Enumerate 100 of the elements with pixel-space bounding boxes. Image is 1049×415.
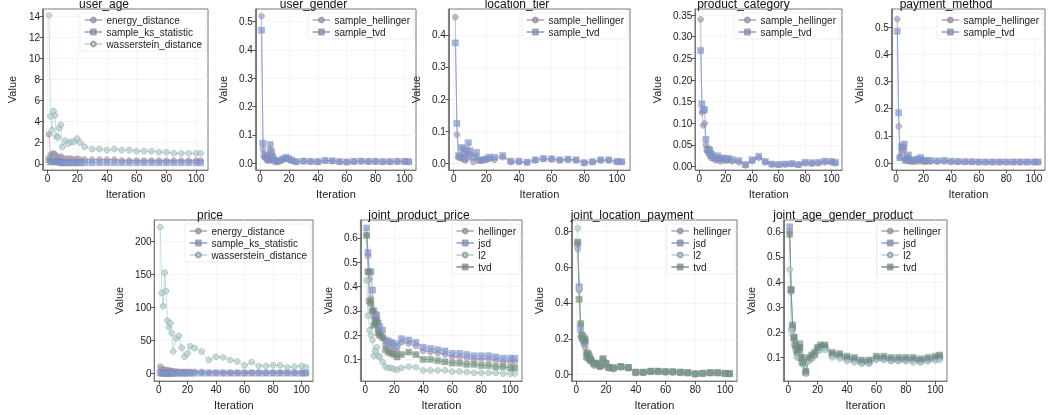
x-tick-label: 80 — [160, 172, 173, 184]
y-tick-label: 150 — [134, 269, 153, 281]
y-tick-label: 0.6 — [343, 232, 359, 244]
y-tick-label: 0.00 — [672, 161, 693, 173]
x-tick-label: 80 — [689, 383, 702, 395]
y-tick-label: 0.4 — [554, 297, 570, 309]
y-tick-label: 0.2 — [238, 101, 254, 113]
x-tick-label: 0 — [257, 172, 264, 184]
y-tick-label: 0.3 — [431, 61, 447, 73]
legend-label: tvd — [903, 261, 917, 273]
x-tick-label: 40 — [210, 383, 222, 395]
y-tick-label: 0.0 — [431, 158, 447, 170]
x-tick-label: 80 — [475, 383, 488, 395]
y-tick-label: 0.25 — [672, 52, 693, 64]
x-tick-label: 0 — [450, 172, 457, 184]
y-tick-label: 0.30 — [672, 31, 693, 43]
legend-label: jsd — [902, 237, 916, 249]
x-tick-label: 20 — [917, 172, 930, 184]
x-tick-label: 20 — [720, 172, 732, 184]
x-tick-label: 100 — [502, 383, 520, 395]
x-tick-label: 40 — [746, 172, 759, 184]
legend-label: sample_hellinger — [963, 14, 1040, 26]
y-tick-label: 0.05 — [672, 139, 693, 151]
legend-label: jsd — [692, 237, 706, 249]
x-tick-label: 80 — [578, 172, 591, 184]
y-axis-title: Value — [409, 75, 422, 104]
y-tick-label: 0.1 — [343, 353, 359, 365]
x-tick-label: 80 — [267, 383, 280, 395]
y-axis-title: Value — [532, 286, 545, 315]
x-tick-label: 40 — [841, 383, 854, 395]
y-tick-label: 0.1 — [766, 351, 782, 363]
x-tick-label: 0 — [156, 383, 163, 395]
chart-title: payment_method — [899, 0, 993, 11]
y-axis-title: Value — [321, 286, 334, 315]
x-tick-label: 20 — [388, 383, 401, 395]
x-tick-label: 0 — [362, 383, 369, 395]
y-tick-label: 12 — [28, 31, 41, 43]
x-tick-label: 60 — [131, 172, 143, 184]
y-axis-title: Value — [744, 286, 757, 315]
y-tick-label: 0.4 — [431, 29, 447, 41]
chart-title: joint_location_payment — [569, 208, 695, 222]
y-axis-title: Value — [216, 75, 229, 104]
y-tick-label: 0.5 — [343, 256, 359, 268]
x-axis-title: Iteration — [845, 398, 886, 411]
y-tick-label: 0.2 — [766, 326, 782, 338]
x-axis-title: Iteration — [948, 187, 989, 200]
y-tick-label: 0.0 — [238, 157, 254, 169]
legend-label: sample_tvd — [963, 26, 1015, 38]
y-tick-label: 50 — [140, 334, 153, 346]
y-tick-label: 0.1 — [431, 125, 447, 137]
x-tick-label: 60 — [546, 172, 558, 184]
x-tick-label: 60 — [446, 383, 459, 395]
y-axis-title: Value — [5, 75, 18, 104]
y-tick-label: 4 — [34, 116, 41, 128]
x-tick-label: 60 — [973, 172, 985, 184]
x-tick-label: 40 — [513, 172, 525, 184]
y-tick-label: 100 — [134, 301, 153, 313]
legend-label: sample_hellinger — [548, 14, 625, 26]
x-tick-label: 40 — [945, 172, 958, 184]
x-tick-label: 60 — [773, 172, 785, 184]
y-tick-label: 10 — [28, 52, 41, 64]
x-tick-label: 0 — [785, 383, 792, 395]
x-tick-label: 60 — [341, 172, 353, 184]
x-tick-label: 0 — [696, 172, 703, 184]
legend-label: tvd — [693, 261, 707, 273]
y-tick-label: 8 — [34, 74, 41, 86]
x-tick-label: 60 — [870, 383, 883, 395]
x-axis-title: Iteration — [105, 187, 146, 200]
chart-title: joint_age_gender_product — [772, 208, 914, 222]
y-tick-label: 0.4 — [238, 44, 254, 56]
x-tick-label: 100 — [396, 172, 414, 184]
y-tick-label: 0.3 — [766, 301, 782, 313]
legend-label: l2 — [903, 249, 912, 261]
y-tick-label: 0.4 — [766, 276, 782, 288]
y-tick-label: 0.5 — [874, 21, 890, 33]
legend-label: energy_distance — [106, 14, 181, 26]
y-tick-label: 0.8 — [554, 225, 570, 237]
y-axis-title: Value — [112, 286, 125, 315]
x-tick-label: 100 — [926, 383, 945, 395]
x-tick-label: 20 — [812, 383, 824, 395]
y-tick-label: 0.10 — [672, 117, 693, 129]
y-tick-label: 0 — [146, 367, 153, 379]
y-tick-label: 0.2 — [343, 329, 359, 341]
x-tick-label: 80 — [1000, 172, 1013, 184]
x-tick-label: 100 — [608, 172, 626, 184]
y-tick-label: 0.20 — [672, 74, 693, 86]
y-axis-title: Value — [650, 75, 663, 104]
x-tick-label: 20 — [71, 172, 84, 184]
chart-title: user_gender — [279, 0, 348, 11]
y-tick-label: 0.3 — [238, 72, 254, 84]
x-tick-label: 100 — [1025, 172, 1043, 184]
legend-label: hellinger — [693, 225, 732, 237]
x-tick-label: 0 — [893, 172, 900, 184]
x-tick-label: 40 — [417, 383, 430, 395]
x-tick-label: 40 — [312, 172, 324, 184]
y-tick-label: 0.6 — [554, 261, 570, 273]
x-tick-label: 100 — [293, 383, 311, 395]
legend-label: sample_ks_statistic — [211, 237, 299, 249]
x-tick-label: 60 — [660, 383, 672, 395]
x-tick-label: 80 — [370, 172, 382, 184]
